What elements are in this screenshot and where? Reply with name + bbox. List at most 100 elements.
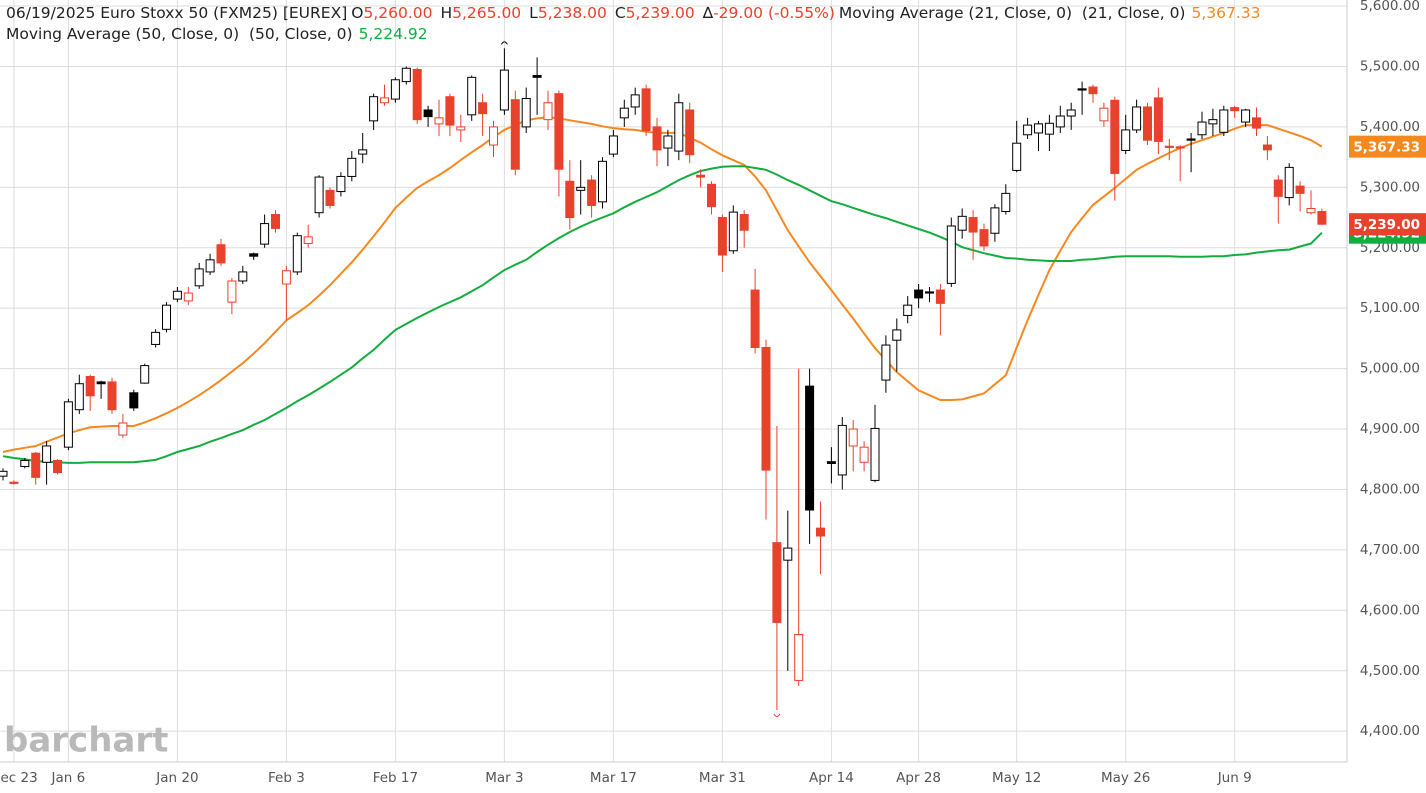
candle [271, 210, 280, 233]
candle-body [1273, 179, 1283, 197]
candle [826, 447, 836, 484]
candle [652, 117, 662, 167]
candle-body [739, 214, 749, 231]
candle-body [696, 174, 706, 178]
candle-body [914, 289, 924, 299]
candle [903, 296, 913, 324]
candle [358, 132, 368, 164]
candle [260, 214, 270, 248]
y-tick-label: 4,500.00 [1360, 663, 1420, 679]
candle [576, 160, 586, 215]
candle [696, 169, 706, 188]
candle [848, 419, 858, 472]
y-tick-label: 5,300.00 [1360, 179, 1420, 195]
candle [739, 210, 749, 248]
candle [608, 129, 618, 158]
candle [859, 441, 869, 472]
candle-body [761, 346, 771, 471]
candle [1306, 190, 1316, 215]
candle [554, 90, 564, 197]
candle [837, 416, 847, 490]
candle [1284, 163, 1294, 206]
watermark: barchart [4, 721, 168, 761]
candle-body [1055, 115, 1065, 128]
candle [1230, 105, 1240, 118]
ma21-badge-label: 5,367.33 [1353, 140, 1420, 156]
candle [118, 413, 128, 439]
candle [1164, 138, 1174, 161]
candle-body [826, 461, 836, 464]
candle [53, 459, 62, 475]
candle [74, 374, 84, 414]
candle [587, 175, 597, 218]
candle-body [935, 289, 945, 304]
ohlc-key: L [529, 4, 538, 22]
y-tick-label: 4,900.00 [1360, 421, 1420, 437]
close-badge-box [1349, 213, 1426, 236]
candle-body [1099, 107, 1109, 122]
candle [794, 368, 804, 686]
candle-body [1023, 124, 1033, 136]
candle-body [1241, 109, 1251, 123]
candle-body [118, 422, 128, 436]
candle-body [260, 223, 270, 245]
candle-body [151, 331, 161, 345]
candle [772, 426, 782, 711]
candle-body [281, 270, 291, 285]
candle [881, 335, 891, 393]
candle [663, 129, 673, 167]
candle [1023, 117, 1033, 139]
candle-body [1317, 210, 1327, 225]
ohlc-value: 5,238.00 [537, 4, 607, 22]
candle [1143, 102, 1152, 146]
candle-body [107, 381, 117, 411]
candle [1132, 99, 1142, 133]
candle [1099, 102, 1109, 127]
candle-body [521, 97, 531, 128]
candle [1001, 184, 1011, 215]
y-tick-label: 5,500.00 [1360, 58, 1420, 74]
candle [968, 210, 978, 260]
candle-body [1077, 88, 1087, 91]
candle-body [423, 109, 433, 118]
candle [990, 204, 1000, 242]
candle-body [380, 97, 389, 104]
candle [445, 93, 455, 136]
candle [456, 114, 466, 143]
candle [870, 404, 880, 483]
candle [151, 329, 161, 348]
candle-body [576, 186, 586, 191]
candle-body [619, 107, 629, 119]
y-tick-label: 5,400.00 [1360, 119, 1420, 135]
candle-body [903, 304, 913, 316]
candle [303, 224, 313, 248]
ohlc-value: 5,239.00 [625, 4, 695, 22]
ma21-legend: Moving Average (21, Close, 0) (21, Close… [839, 4, 1261, 22]
candle [979, 223, 989, 251]
candle-body [1175, 146, 1185, 149]
candle-body [1121, 129, 1131, 151]
candle-body [587, 179, 597, 206]
candle [194, 262, 204, 289]
candle-body [314, 176, 324, 214]
ma21-badge: 5,367.33 [1349, 135, 1426, 158]
candle [761, 339, 771, 520]
candle [336, 172, 346, 197]
candle [292, 232, 302, 275]
candle-body [1197, 121, 1207, 136]
candle-body [9, 481, 19, 484]
candle [1110, 96, 1120, 201]
candle-body [685, 109, 695, 156]
candle [0, 468, 8, 481]
candle-body [532, 75, 542, 78]
y-tick-label: 4,600.00 [1360, 602, 1420, 618]
x-tick-label: Jan 6 [51, 770, 86, 786]
x-tick-label: Mar 31 [699, 770, 746, 786]
candle-body [1110, 99, 1120, 174]
candle-body [608, 135, 618, 155]
candle [707, 181, 716, 215]
candle-body [172, 290, 182, 300]
close-badge-label: 5,239.00 [1353, 217, 1420, 233]
y-tick-label: 5,100.00 [1360, 300, 1420, 316]
y-tick-label: 5,600.00 [1360, 0, 1420, 14]
